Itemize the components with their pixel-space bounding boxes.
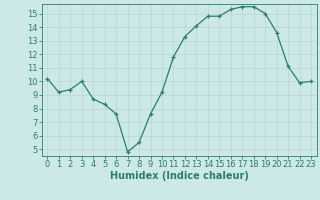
X-axis label: Humidex (Indice chaleur): Humidex (Indice chaleur): [110, 171, 249, 181]
